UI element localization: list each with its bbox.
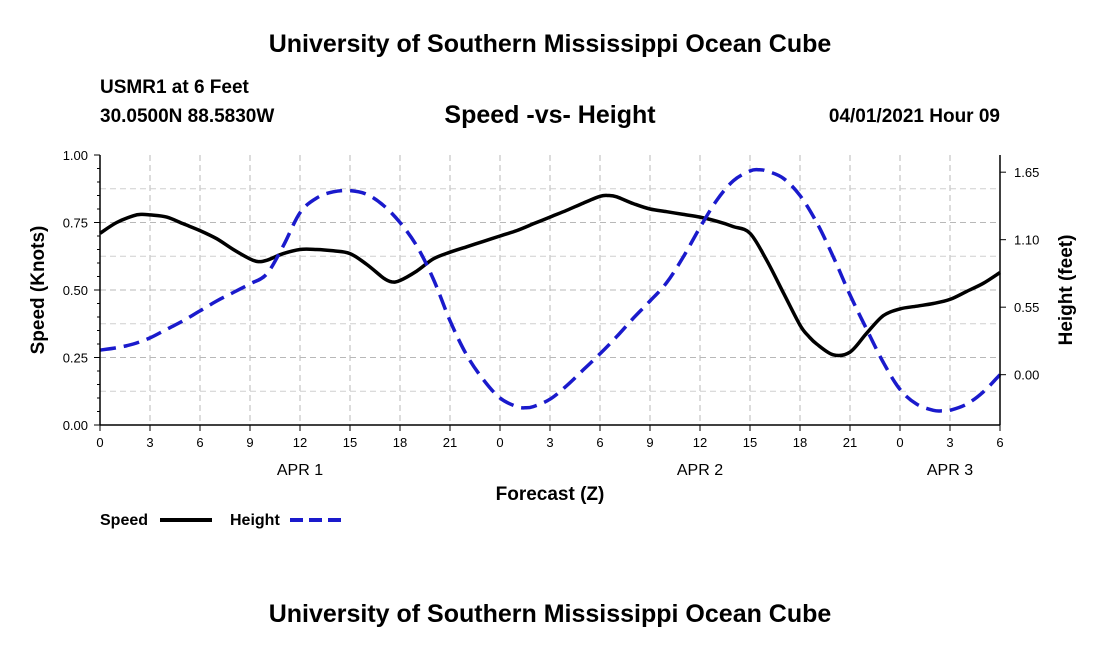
legend-height-label: Height: [230, 512, 280, 529]
grid: [100, 155, 1000, 425]
y-axis-title: Speed (Knots): [28, 226, 49, 355]
x-tick-label: 0: [896, 435, 903, 450]
x-tick-label: 18: [393, 435, 407, 450]
series-height-line: [99, 167, 1002, 413]
x-tick-label: 3: [946, 435, 953, 450]
y2-tick-label: 1.65: [1014, 165, 1039, 180]
y-tick-label: 1.00: [63, 148, 88, 163]
x-tick-label: 21: [843, 435, 857, 450]
y-tick-label: 0.75: [63, 216, 88, 231]
date-label: APR 3: [927, 462, 973, 479]
y2-axis-title: Height (feet): [1056, 235, 1077, 346]
tick-labels: 0 3 6 9 12 15 18 21 0 3 6 9 12 15 18 21 0 3 6 APR 1 APR 2 APR…: [63, 148, 1040, 479]
x-tick-label: 15: [743, 435, 757, 450]
date-label: APR 2: [677, 462, 723, 479]
x-tick-label: 3: [146, 435, 153, 450]
series-speed-line: [99, 193, 1001, 358]
y-tick-label: 0.50: [63, 283, 88, 298]
x-tick-label: 15: [343, 435, 357, 450]
bottom-title: University of Southern Mississippi Ocean…: [268, 600, 832, 628]
x-tick-label: 3: [546, 435, 553, 450]
x-tick-label: 6: [196, 435, 203, 450]
x-tick-label: 12: [293, 435, 307, 450]
x-tick-label: 18: [793, 435, 807, 450]
chart-title: Speed -vs- Height: [444, 101, 656, 129]
legend: Speed Height: [100, 512, 343, 529]
x-tick-label: 12: [693, 435, 707, 450]
x-tick-label: 0: [496, 435, 503, 450]
station-label: USMR1 at 6 Feet: [100, 77, 249, 98]
x-tick-label: 9: [246, 435, 253, 450]
x-tick-label: 6: [596, 435, 603, 450]
series-layer: [99, 167, 1002, 413]
x-tick-label: 6: [996, 435, 1003, 450]
y2-tick-label: 1.10: [1014, 233, 1039, 248]
station-coordinates: 30.0500N 88.5830W: [100, 106, 275, 127]
y2-tick-label: 0.00: [1014, 368, 1039, 383]
y-tick-label: 0.00: [63, 418, 88, 433]
legend-speed-label: Speed: [100, 512, 148, 529]
x-tick-label: 21: [443, 435, 457, 450]
x-tick-label: 0: [96, 435, 103, 450]
date-label: APR 1: [277, 462, 323, 479]
x-axis-title: Forecast (Z): [496, 484, 605, 505]
forecast-datetime: 04/01/2021 Hour 09: [828, 106, 1000, 127]
y-tick-label: 0.25: [63, 351, 88, 366]
top-title: University of Southern Mississippi Ocean…: [268, 30, 832, 58]
x-tick-label: 9: [646, 435, 653, 450]
axes: [94, 154, 1006, 431]
y2-tick-label: 0.55: [1014, 300, 1039, 315]
